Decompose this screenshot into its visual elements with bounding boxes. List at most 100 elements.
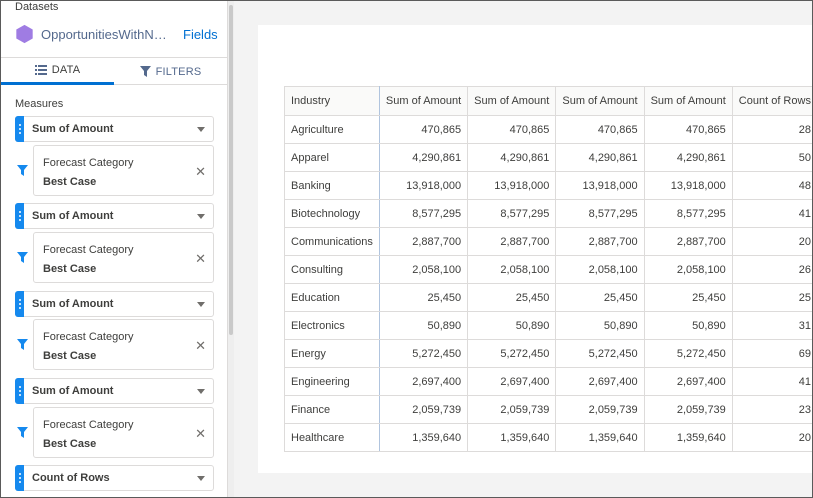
industry-cell: Biotechnology — [284, 199, 380, 228]
value-cell: 25,450 — [644, 283, 733, 312]
value-cell: 4,290,861 — [379, 143, 469, 172]
close-icon[interactable]: ✕ — [195, 164, 206, 179]
table-body: Agriculture 470,865 470,865 470,865 470,865 2… — [284, 115, 812, 452]
value-cell: 8,577,295 — [379, 199, 469, 228]
drag-handle-icon[interactable] — [15, 115, 24, 142]
table-row: Education 25,450 25,450 25,450 25,450 25 — [284, 283, 812, 312]
close-icon[interactable]: ✕ — [195, 426, 206, 441]
measure-pill[interactable]: Sum of Amount — [15, 202, 214, 229]
filter-value: Best Case — [43, 438, 97, 450]
measure-pill[interactable]: Sum of Amount — [15, 115, 214, 142]
tab-data[interactable]: DATA — [1, 58, 114, 85]
filter-field: Forecast Category — [43, 331, 134, 343]
value-cell: 2,059,739 — [379, 395, 469, 424]
industry-cell: Engineering — [284, 367, 380, 396]
table-row: Energy 5,272,450 5,272,450 5,272,450 5,272,4… — [284, 339, 812, 368]
close-icon[interactable]: ✕ — [195, 251, 206, 266]
measure-label: Sum of Amount — [32, 123, 114, 135]
chevron-down-icon[interactable] — [197, 301, 205, 307]
filter-funnel-icon — [17, 427, 28, 438]
value-cell: 48 — [732, 171, 812, 200]
measure-filter: Forecast Category Best Case ✕ — [15, 407, 214, 458]
column-header[interactable]: Industry — [284, 86, 380, 116]
measure-pill[interactable]: Count of Rows — [15, 464, 214, 491]
close-icon[interactable]: ✕ — [195, 338, 206, 353]
filter-funnel-icon — [17, 252, 28, 263]
value-cell: 2,887,700 — [467, 227, 557, 256]
filter-field: Forecast Category — [43, 157, 134, 169]
value-cell: 1,359,640 — [555, 423, 645, 452]
column-header[interactable]: Sum of Amount — [379, 86, 469, 116]
measure-label: Sum of Amount — [32, 210, 114, 222]
value-cell: 2,697,400 — [379, 367, 469, 396]
value-cell: 1,359,640 — [379, 423, 469, 452]
left-panel: Datasets OpportunitiesWithNegativeAmount… — [1, 1, 228, 497]
value-cell: 50 — [732, 143, 812, 172]
measure-label: Count of Rows — [32, 472, 110, 484]
table-row: Consulting 2,058,100 2,058,100 2,058,100 2,0… — [284, 255, 812, 284]
chevron-down-icon[interactable] — [197, 126, 205, 132]
industry-cell: Healthcare — [284, 423, 380, 452]
value-cell: 13,918,000 — [555, 171, 645, 200]
table-row: Finance 2,059,739 2,059,739 2,059,739 2,059,… — [284, 395, 812, 424]
chevron-down-icon[interactable] — [197, 213, 205, 219]
value-cell: 470,865 — [379, 115, 469, 144]
table-row: Agriculture 470,865 470,865 470,865 470,865 2… — [284, 115, 812, 144]
value-cell: 25,450 — [555, 283, 645, 312]
column-header[interactable]: Sum of Amount — [555, 86, 645, 116]
industry-cell: Finance — [284, 395, 380, 424]
industry-cell: Communications — [284, 227, 380, 256]
filter-card[interactable]: Forecast Category Best Case ✕ — [33, 232, 214, 283]
value-cell: 4,290,861 — [644, 143, 733, 172]
value-cell: 2,058,100 — [555, 255, 645, 284]
filter-card[interactable]: Forecast Category Best Case ✕ — [33, 319, 214, 370]
drag-handle-icon[interactable] — [15, 290, 24, 317]
dataset-name[interactable]: OpportunitiesWithNegativeAmount — [41, 26, 173, 42]
column-header[interactable]: Sum of Amount — [644, 86, 733, 116]
value-cell: 20 — [732, 227, 812, 256]
industry-cell: Consulting — [284, 255, 380, 284]
drag-handle-icon[interactable] — [15, 377, 24, 404]
value-cell: 5,272,450 — [467, 339, 557, 368]
tab-filters[interactable]: FILTERS — [114, 58, 227, 85]
column-header[interactable]: Sum of Amount — [467, 86, 557, 116]
table-row: Communications 2,887,700 2,887,700 2,887,70… — [284, 227, 812, 256]
value-cell: 25 — [732, 283, 812, 312]
tab-data-label: DATA — [51, 64, 81, 76]
panel-tabs: DATA FILTERS — [1, 57, 227, 85]
value-cell: 69 — [732, 339, 812, 368]
measure-filter: Forecast Category Best Case ✕ — [15, 145, 214, 196]
filter-funnel-icon — [17, 339, 28, 350]
industry-cell: Banking — [284, 171, 380, 200]
value-cell: 2,697,400 — [555, 367, 645, 396]
panel-scrollbar-thumb[interactable] — [229, 5, 233, 335]
drag-handle-icon[interactable] — [15, 464, 24, 491]
value-cell: 8,577,295 — [555, 199, 645, 228]
table-header-row: Industry Sum of Amount Sum of Amount Sum of… — [284, 86, 812, 116]
column-header[interactable]: Count of Rows — [732, 86, 812, 116]
value-cell: 4,290,861 — [467, 143, 557, 172]
table-row: Healthcare 1,359,640 1,359,640 1,359,640 1,3… — [284, 423, 812, 452]
value-cell: 1,359,640 — [644, 423, 733, 452]
value-cell: 2,887,700 — [379, 227, 469, 256]
table-row: Electronics 50,890 50,890 50,890 50,890 31 — [284, 311, 812, 340]
fields-link[interactable]: Fields — [183, 26, 218, 42]
industry-cell: Electronics — [284, 311, 380, 340]
filter-card[interactable]: Forecast Category Best Case ✕ — [33, 407, 214, 458]
chevron-down-icon[interactable] — [197, 388, 205, 394]
filter-card[interactable]: Forecast Category Best Case ✕ — [33, 145, 214, 196]
chevron-down-icon[interactable] — [197, 475, 205, 481]
value-cell: 2,697,400 — [644, 367, 733, 396]
value-cell: 8,577,295 — [467, 199, 557, 228]
industry-cell: Agriculture — [284, 115, 380, 144]
filter-field: Forecast Category — [43, 244, 134, 256]
measure-pill[interactable]: Sum of Amount — [15, 377, 214, 404]
value-cell: 41 — [732, 367, 812, 396]
value-cell: 41 — [732, 199, 812, 228]
drag-handle-icon[interactable] — [15, 202, 24, 229]
value-cell: 50,890 — [379, 311, 469, 340]
value-cell: 23 — [732, 395, 812, 424]
value-cell: 28 — [732, 115, 812, 144]
measure-pill[interactable]: Sum of Amount — [15, 290, 214, 317]
